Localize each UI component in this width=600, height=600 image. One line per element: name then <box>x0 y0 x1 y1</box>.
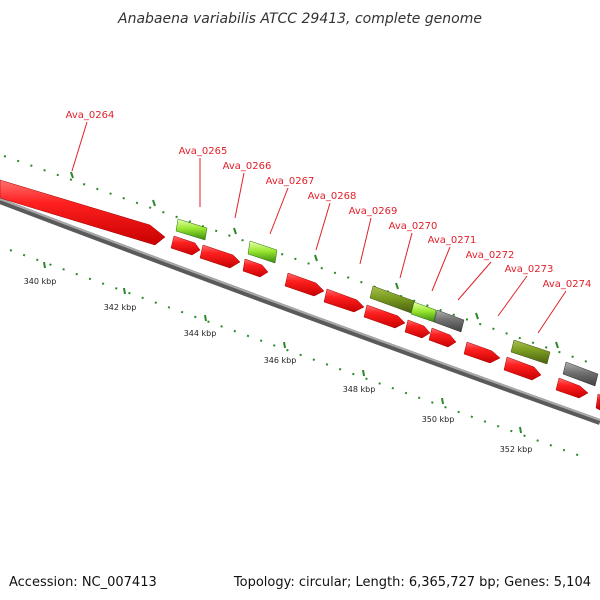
scale-label: 348 kbp <box>343 385 376 394</box>
scale-label: 344 kbp <box>184 329 217 338</box>
gene-label: Ava_0270 <box>389 221 438 232</box>
gene-feature <box>199 244 241 269</box>
gene-label: Ava_0267 <box>266 176 315 187</box>
gene-feature <box>363 304 406 329</box>
accession-text: Accession: NC_007413 <box>9 575 157 590</box>
inner-scale-major-ticks <box>43 261 522 434</box>
gene-feature <box>247 240 278 264</box>
genome-summary-text: Topology: circular; Length: 6,365,727 bp… <box>233 575 591 590</box>
gene-label: Ava_0273 <box>505 264 554 275</box>
map-title: Anabaena variabilis ATCC 29413, complete… <box>117 11 482 27</box>
scale-label: 340 kbp <box>24 277 57 286</box>
gene-feature <box>404 319 431 339</box>
outer-scale-major-ticks <box>70 171 559 349</box>
scale-label: 352 kbp <box>500 445 533 454</box>
gene-feature <box>510 339 551 365</box>
gene-feature <box>284 272 325 297</box>
scale-label: 342 kbp <box>104 303 137 312</box>
gene-feature <box>555 377 589 399</box>
gene-label: Ava_0269 <box>349 206 398 217</box>
gene-label: Ava_0272 <box>466 250 515 261</box>
gene-feature <box>410 301 437 323</box>
gene-feature <box>323 288 365 313</box>
gene-feature <box>0 179 166 246</box>
gene-feature <box>433 309 465 333</box>
gene-label: Ava_0274 <box>543 279 592 290</box>
scale-label: 350 kbp <box>422 415 455 424</box>
gene-feature <box>595 393 600 411</box>
gene-label: Ava_0268 <box>308 191 357 202</box>
scale-label: 346 kbp <box>264 356 297 365</box>
gene-feature <box>242 258 269 278</box>
gene-feature <box>503 356 542 381</box>
gene-label: Ava_0264 <box>66 110 115 121</box>
gene-label: Ava_0271 <box>428 235 477 246</box>
genome-backbone <box>0 198 600 425</box>
gene-feature <box>175 218 208 241</box>
gene-feature <box>428 327 457 348</box>
gene-feature <box>170 235 201 256</box>
gene-feature <box>463 341 501 364</box>
gene-label: Ava_0265 <box>179 146 228 157</box>
label-leader-lines <box>71 121 567 334</box>
gene-feature <box>562 361 599 387</box>
gene-label: Ava_0266 <box>223 161 272 172</box>
